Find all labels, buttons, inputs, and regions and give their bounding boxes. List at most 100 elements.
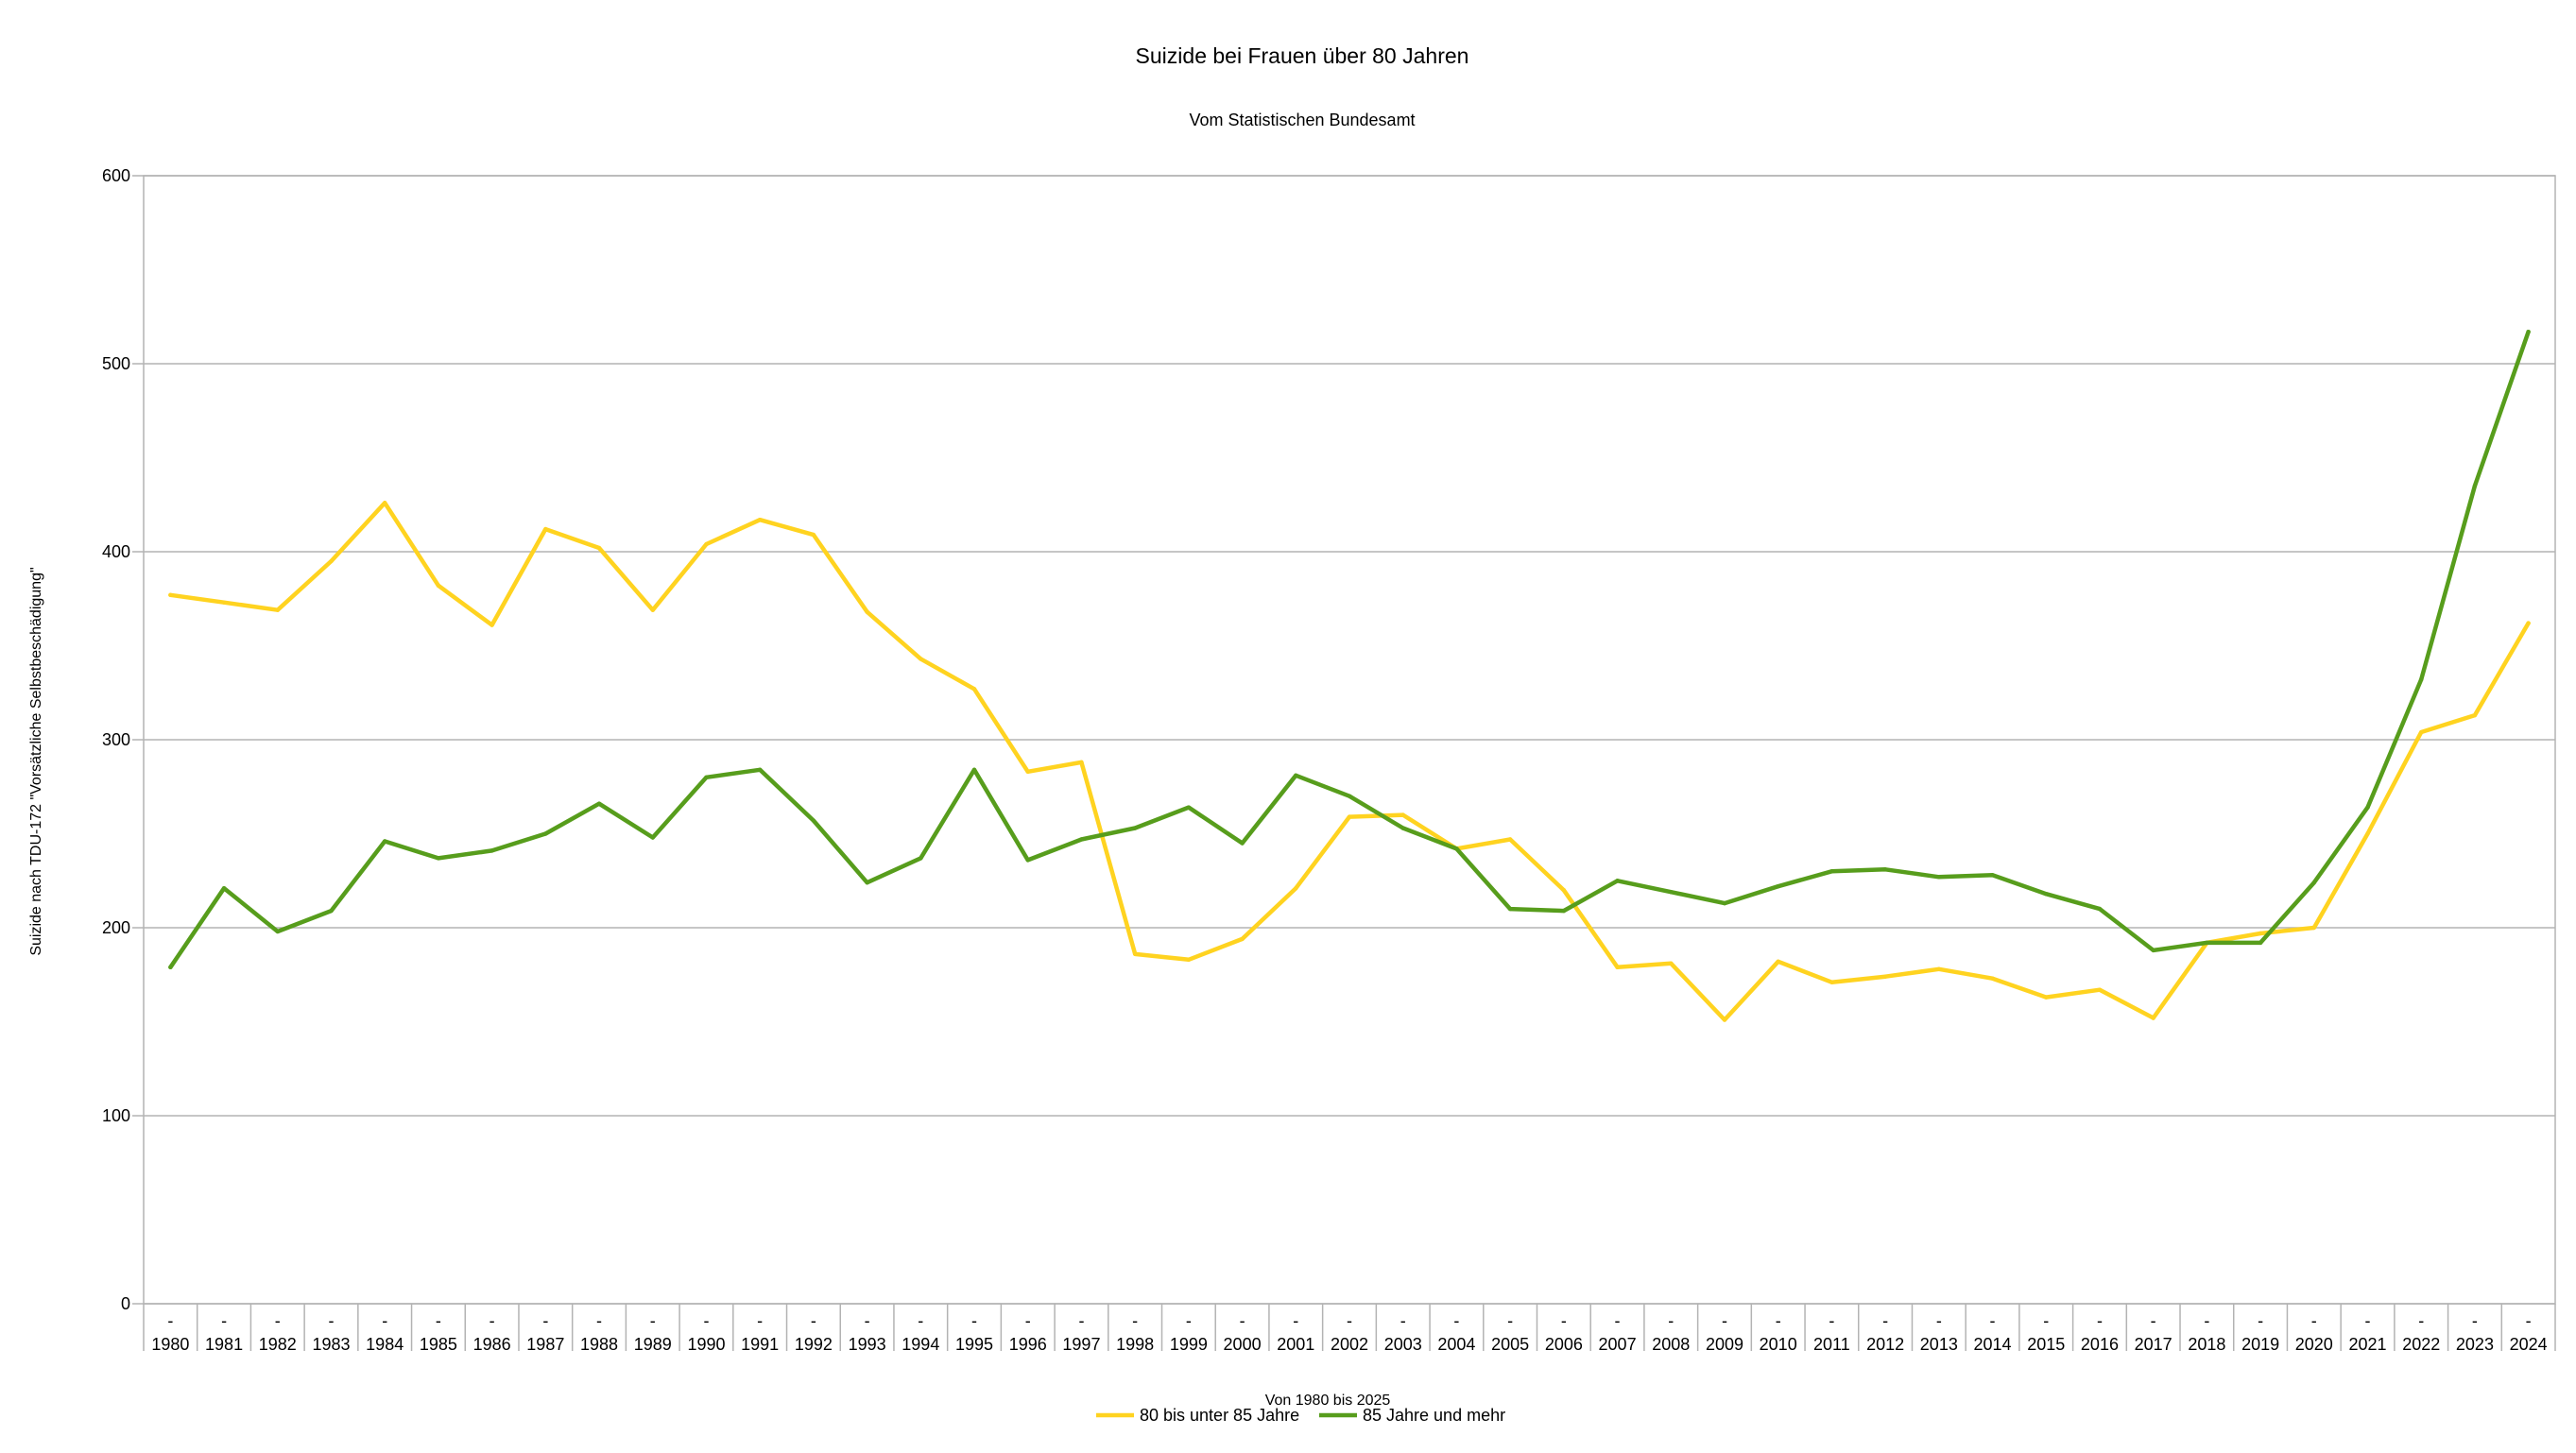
- x-tick-dash: -: [1882, 1311, 1888, 1330]
- x-tick-dash: -: [1936, 1311, 1942, 1330]
- x-tick-label: 1993: [849, 1335, 886, 1354]
- data-point: [1240, 841, 1245, 846]
- y-tick-label: 500: [102, 354, 130, 373]
- x-tick-label: 1981: [205, 1335, 243, 1354]
- x-tick-dash: -: [1347, 1311, 1352, 1330]
- data-point: [1882, 867, 1888, 872]
- x-tick-label: 2015: [2027, 1335, 2065, 1354]
- x-tick-dash: -: [2204, 1311, 2209, 1330]
- data-point: [1132, 951, 1138, 957]
- data-point: [704, 541, 709, 547]
- data-point: [329, 908, 334, 914]
- x-tick-label: 2020: [2295, 1335, 2333, 1354]
- data-point: [2419, 729, 2424, 735]
- data-point: [436, 856, 441, 861]
- x-tick-label: 1995: [955, 1335, 993, 1354]
- data-point: [543, 526, 548, 532]
- data-point: [1829, 980, 1834, 984]
- data-point: [1454, 846, 1459, 851]
- chart-subtitle: Vom Statistischen Bundesamt: [1189, 111, 1415, 129]
- x-tick-label: 2009: [1706, 1335, 1743, 1354]
- data-point: [1186, 805, 1192, 810]
- x-tick-label: 2018: [2188, 1335, 2225, 1354]
- x-tick-dash: -: [2311, 1311, 2317, 1330]
- data-point: [543, 831, 548, 836]
- data-point: [1882, 974, 1888, 979]
- data-point: [2205, 940, 2209, 946]
- data-point: [383, 839, 387, 844]
- data-point: [168, 592, 173, 597]
- data-point: [919, 657, 923, 661]
- data-point: [2097, 987, 2103, 992]
- data-point: [2151, 948, 2155, 953]
- data-point: [168, 965, 173, 969]
- data-point: [1347, 814, 1352, 819]
- data-point: [596, 801, 602, 806]
- data-point: [2097, 906, 2103, 912]
- data-point: [275, 607, 280, 612]
- x-tick-dash: -: [167, 1311, 173, 1330]
- data-point: [2472, 712, 2478, 718]
- x-tick-dash: -: [1722, 1311, 1727, 1330]
- x-tick-dash: -: [1132, 1311, 1138, 1330]
- y-axis-label: Suizide nach TDU-172 "Vorsätzliche Selbs…: [28, 567, 44, 955]
- data-point: [489, 623, 494, 627]
- x-tick-label: 1985: [420, 1335, 457, 1354]
- data-point: [1776, 884, 1780, 889]
- x-tick-dash: -: [2418, 1311, 2424, 1330]
- data-point: [2311, 925, 2316, 931]
- y-tick-label: 100: [102, 1106, 130, 1125]
- x-tick-label: 2010: [1760, 1335, 1797, 1354]
- x-tick-label: 2001: [1277, 1335, 1314, 1354]
- x-tick-label: 1992: [795, 1335, 833, 1354]
- legend-label: 80 bis unter 85 Jahre: [1140, 1406, 1299, 1425]
- x-tick-dash: -: [2151, 1311, 2156, 1330]
- x-tick-dash: -: [2365, 1311, 2371, 1330]
- data-point: [971, 687, 977, 692]
- x-tick-dash: -: [1776, 1311, 1781, 1330]
- x-tick-dash: -: [1615, 1311, 1621, 1330]
- x-tick-label: 2014: [1974, 1335, 2012, 1354]
- x-tick-label: 2005: [1491, 1335, 1529, 1354]
- x-tick-dash: -: [275, 1311, 281, 1330]
- legend: 80 bis unter 85 Jahre 85 Jahre und mehr: [1096, 1406, 1505, 1425]
- y-tick-label: 0: [121, 1294, 130, 1313]
- x-tick-label: 1988: [580, 1335, 618, 1354]
- x-tick-label: 2000: [1224, 1335, 1262, 1354]
- x-tick-label: 1983: [312, 1335, 350, 1354]
- x-tick-dash: -: [1293, 1311, 1298, 1330]
- data-point: [2472, 484, 2478, 488]
- x-tick-label: 2012: [1866, 1335, 1904, 1354]
- data-point: [2419, 677, 2424, 682]
- series-line-2: [168, 329, 2531, 970]
- x-tick-dash: -: [865, 1311, 870, 1330]
- series-lines: [168, 329, 2531, 1022]
- data-point: [221, 886, 227, 891]
- data-point: [1561, 908, 1567, 914]
- x-tick-label: 2004: [1437, 1335, 1475, 1354]
- x-tick-dash: -: [2043, 1311, 2049, 1330]
- x-tick-dash: -: [757, 1311, 763, 1330]
- x-tick-label: 2008: [1652, 1335, 1690, 1354]
- data-point: [1294, 773, 1298, 778]
- data-point: [1507, 837, 1513, 842]
- data-point: [436, 583, 441, 589]
- x-axis-ticks: - 1980 - 1981 - 1982 - 1983 - 1984 - 1985 - 1986 - 1987…: [143, 1304, 2556, 1354]
- data-point: [1186, 957, 1192, 963]
- data-point: [2258, 940, 2263, 946]
- x-axis-label: Von 1980 bis 2025: [1265, 1393, 1391, 1409]
- data-point: [1294, 886, 1298, 891]
- data-point: [1776, 959, 1780, 965]
- x-tick-dash: -: [596, 1311, 602, 1330]
- x-tick-dash: -: [2097, 1311, 2103, 1330]
- x-tick-label: 1991: [741, 1335, 779, 1354]
- x-tick-label: 1996: [1009, 1335, 1047, 1354]
- x-tick-dash: -: [221, 1311, 227, 1330]
- x-tick-label: 2016: [2081, 1335, 2119, 1354]
- data-point: [757, 767, 763, 773]
- x-tick-label: 1984: [366, 1335, 404, 1354]
- x-tick-dash: -: [918, 1311, 923, 1330]
- data-point: [383, 501, 387, 505]
- data-point: [1990, 873, 1995, 878]
- data-point: [1400, 812, 1405, 817]
